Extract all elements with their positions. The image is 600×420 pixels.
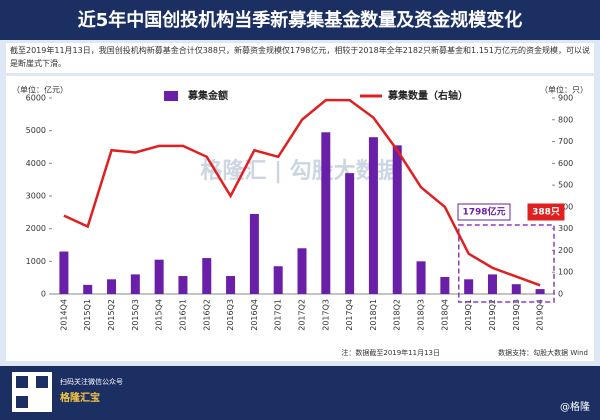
x-tick-label: 2019Q4 — [536, 299, 545, 331]
watermark: 格隆汇 | 勾股大数据 — [200, 158, 399, 184]
x-tick-label: 2015Q1 — [83, 299, 92, 331]
footer-band — [0, 366, 600, 420]
x-tick-label: 2018Q4 — [440, 299, 449, 331]
y-tick-label: 5000 — [26, 126, 46, 135]
qr-block — [36, 376, 48, 388]
bar — [535, 289, 545, 294]
x-tick-label: 2015Q4 — [155, 299, 164, 331]
x-tick-label: 2016Q3 — [226, 299, 235, 331]
bar — [249, 213, 259, 294]
bar — [345, 173, 355, 294]
y2-tick-label: 800 — [558, 115, 573, 124]
bar — [107, 279, 117, 294]
highlight-box — [458, 224, 555, 303]
callout-text: 1798亿元 — [462, 206, 505, 218]
y2-tick-label: 400 — [558, 202, 573, 211]
callout-box — [457, 203, 511, 221]
bar — [392, 145, 402, 294]
bar — [511, 284, 521, 294]
bar — [464, 279, 474, 294]
bar — [59, 251, 69, 294]
bar — [154, 259, 164, 294]
y-tick-label: 4000 — [26, 159, 46, 168]
bar — [321, 132, 331, 294]
y2-tick-label: 300 — [558, 224, 573, 233]
y-tick-label: 3000 — [26, 192, 46, 201]
y2-tick-label: 0 — [558, 290, 563, 299]
x-tick-label: 2018Q1 — [369, 299, 378, 331]
bar — [487, 274, 497, 294]
y-tick-label: 0 — [41, 290, 46, 299]
x-tick-label: 2017Q3 — [321, 299, 330, 331]
y2-tick-label: 700 — [558, 137, 573, 146]
bar — [440, 277, 450, 294]
x-tick-label: 2016Q2 — [202, 299, 211, 331]
bar — [130, 274, 140, 294]
x-tick-label: 2016Q4 — [250, 299, 259, 331]
bar — [226, 276, 236, 294]
y2-axis-label: （单位：只） — [540, 85, 588, 95]
x-tick-label: 2017Q2 — [298, 299, 307, 331]
y-tick-label: 1000 — [26, 257, 46, 266]
footer-brand: 格隆汇宝 — [60, 391, 100, 404]
legend-label: 募集数量（右轴） — [387, 89, 468, 102]
line — [63, 98, 541, 287]
y-tick-label: 2000 — [26, 224, 46, 233]
x-tick-label: 2019Q2 — [488, 299, 497, 331]
bar — [297, 248, 307, 294]
footer-qr-text: 扫码关注微信公众号 — [60, 377, 123, 386]
bar — [368, 137, 378, 294]
legend-swatch — [164, 91, 178, 101]
x-tick-label: 2015Q2 — [107, 299, 116, 331]
footer-weibo: @格隆 — [560, 400, 590, 413]
x-tick-label: 2017Q4 — [345, 299, 354, 331]
subtitle-box: 截至2019年11月13日，我国创投机构新募基金合计仅388只，新募资金规模仅1… — [10, 46, 590, 68]
callout-box — [527, 203, 565, 221]
y-axis-label: （单位：亿元） — [12, 85, 68, 95]
x-tick-label: 2019Q3 — [512, 299, 521, 331]
x-tick-label: 2018Q3 — [417, 299, 426, 331]
y2-tick-label: 900 — [558, 94, 573, 103]
legend-label: 募集金额 — [187, 89, 228, 102]
x-tick-label: 2019Q1 — [464, 299, 473, 331]
x-tick-label: 2015Q3 — [131, 299, 140, 331]
subtitle: 截至2019年11月13日，我国创投机构新募基金合计仅388只，新募资金规模仅1… — [10, 46, 590, 68]
note: 注：数据截至2019年11月13日 — [341, 348, 440, 357]
qr-block — [16, 376, 28, 388]
y-tick-label: 6000 — [26, 94, 46, 103]
bar — [178, 276, 188, 294]
callout-text: 388只 — [532, 207, 560, 218]
x-tick-label: 2014Q4 — [59, 299, 68, 331]
x-tick-label: 2016Q1 — [178, 299, 187, 331]
y2-tick-label: 500 — [558, 181, 573, 190]
qr-block — [16, 396, 28, 408]
y2-tick-label: 200 — [558, 246, 573, 255]
bar — [273, 266, 283, 294]
header-band — [0, 0, 600, 40]
chart-title: 近5年中国创投机构当季新募集基金数量及资金规模变化 — [78, 9, 523, 31]
bar — [416, 261, 426, 294]
source: 数据支持：勾股大数据 Wind — [498, 348, 588, 357]
bar — [202, 258, 212, 294]
y2-tick-label: 100 — [558, 268, 573, 277]
text-box — [6, 43, 594, 73]
y2-tick-label: 600 — [558, 159, 573, 168]
x-tick-label: 2018Q2 — [393, 299, 402, 331]
x-tick-label: 2017Q1 — [274, 299, 283, 331]
bar — [83, 284, 93, 294]
